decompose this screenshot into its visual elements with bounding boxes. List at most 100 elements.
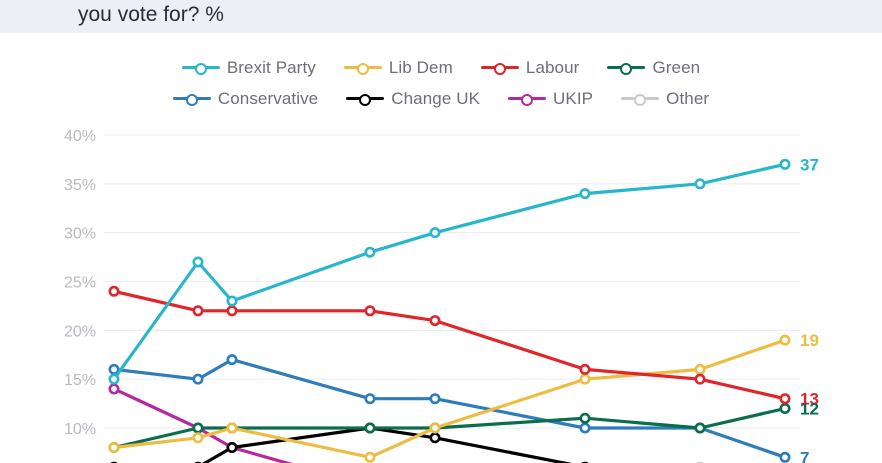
- series-conservative[interactable]: [108, 354, 791, 463]
- legend-dot-icon: [356, 62, 369, 75]
- data-point-marker[interactable]: [429, 422, 441, 434]
- line-chart-plot: 40% 35% 30% 25% 20% 15% 10% 37 19 13 12 7: [0, 118, 882, 463]
- legend-dot-icon: [194, 62, 207, 75]
- chart-header-band: If there were a general election tomorro…: [0, 0, 882, 33]
- y-axis-tick-label: 10%: [64, 421, 96, 438]
- data-point-marker[interactable]: [694, 363, 706, 375]
- legend-label: Labour: [525, 57, 580, 77]
- legend-marker-icon: [181, 61, 220, 75]
- legend-label: Green: [652, 57, 701, 77]
- data-point-marker[interactable]: [779, 158, 791, 170]
- data-point-marker[interactable]: [364, 393, 376, 405]
- legend-label: Conservative: [217, 88, 319, 108]
- data-point-marker[interactable]: [226, 295, 238, 307]
- series-line: [112, 406, 787, 450]
- legend-item-change-uk[interactable]: Change UK: [346, 89, 480, 109]
- series-end-value-label: 12: [800, 399, 819, 418]
- y-axis-tick-label: 30%: [64, 226, 96, 243]
- legend-marker-icon: [346, 92, 385, 106]
- data-point-marker[interactable]: [779, 334, 791, 346]
- data-point-marker[interactable]: [779, 402, 791, 414]
- data-point-marker[interactable]: [429, 315, 441, 327]
- chart-title: If there were a general election tomorro…: [78, 0, 868, 28]
- data-point-marker[interactable]: [694, 373, 706, 385]
- legend-item-conservative[interactable]: Conservative: [172, 88, 319, 109]
- y-axis-tick-label: 15%: [64, 372, 96, 389]
- data-point-marker[interactable]: [779, 451, 791, 463]
- legend-dot-icon: [634, 93, 647, 106]
- legend-label: Lib Dem: [388, 57, 453, 77]
- data-point-marker[interactable]: [108, 373, 120, 385]
- legend-marker-icon: [607, 61, 646, 75]
- data-point-marker[interactable]: [579, 363, 591, 375]
- legend-item-brexit-party[interactable]: Brexit Party: [181, 57, 316, 78]
- data-point-marker[interactable]: [364, 246, 376, 258]
- series-line: [112, 289, 787, 401]
- data-point-marker[interactable]: [579, 422, 591, 434]
- data-point-marker[interactable]: [226, 442, 238, 454]
- series-labour[interactable]: [108, 285, 791, 405]
- legend-marker-icon: [508, 92, 547, 106]
- series-end-value-label: 37: [800, 155, 819, 174]
- data-point-marker[interactable]: [192, 422, 204, 434]
- data-point-marker[interactable]: [192, 373, 204, 385]
- data-point-marker[interactable]: [192, 256, 204, 268]
- series-green[interactable]: [108, 402, 791, 454]
- legend-marker-icon: [480, 61, 519, 75]
- data-point-marker[interactable]: [192, 305, 204, 317]
- legend-label: Change UK: [391, 88, 481, 108]
- y-axis-tick-label: 25%: [64, 275, 96, 292]
- y-axis-tick-label: 35%: [64, 177, 96, 194]
- data-point-marker[interactable]: [192, 432, 204, 444]
- legend-dot-icon: [620, 62, 633, 75]
- data-point-marker[interactable]: [429, 393, 441, 405]
- data-point-marker[interactable]: [579, 373, 591, 385]
- data-point-marker[interactable]: [226, 354, 238, 366]
- legend-dot-icon: [493, 62, 506, 75]
- data-point-marker[interactable]: [779, 393, 791, 405]
- series-line: [112, 387, 293, 463]
- data-point-marker[interactable]: [364, 422, 376, 434]
- data-point-marker[interactable]: [108, 442, 120, 454]
- data-point-marker[interactable]: [364, 305, 376, 317]
- legend-row-1: Brexit Party Lib Dem Labour Green: [0, 52, 882, 83]
- data-point-marker[interactable]: [694, 178, 706, 190]
- series-line: [112, 358, 787, 459]
- data-point-marker[interactable]: [364, 451, 376, 463]
- legend-label: UKIP: [553, 88, 594, 108]
- legend-item-green[interactable]: Green: [607, 58, 700, 78]
- legend-marker-icon: [343, 61, 382, 75]
- data-point-marker[interactable]: [429, 432, 441, 444]
- legend-label: Brexit Party: [226, 57, 316, 77]
- series-brexit-party[interactable]: [108, 158, 791, 385]
- chart-legend: Brexit Party Lib Dem Labour Green Conser…: [0, 52, 882, 114]
- series-end-value-label: 19: [800, 331, 819, 350]
- series-line: [112, 162, 787, 381]
- y-axis-tick-label: 20%: [64, 323, 96, 340]
- legend-item-lib-dem[interactable]: Lib Dem: [343, 57, 453, 78]
- legend-item-other[interactable]: Other: [621, 89, 709, 109]
- data-point-marker[interactable]: [579, 412, 591, 424]
- chart-title-visible-line: you vote for? %: [78, 3, 224, 26]
- data-point-marker[interactable]: [226, 422, 238, 434]
- legend-item-labour[interactable]: Labour: [480, 57, 580, 78]
- data-point-marker[interactable]: [108, 363, 120, 375]
- series-line: [201, 426, 573, 463]
- data-point-marker[interactable]: [429, 227, 441, 239]
- series-line: [112, 338, 787, 459]
- series-change-uk[interactable]: [110, 422, 789, 463]
- legend-dot-icon: [185, 93, 198, 106]
- data-point-marker[interactable]: [226, 305, 238, 317]
- legend-dot-icon: [359, 93, 372, 106]
- data-point-marker[interactable]: [694, 422, 706, 434]
- y-axis-tick-label: 40%: [64, 128, 96, 145]
- data-point-marker[interactable]: [108, 285, 120, 297]
- legend-marker-icon: [172, 92, 211, 106]
- legend-item-ukip[interactable]: UKIP: [508, 89, 593, 109]
- series-group: [108, 158, 791, 463]
- data-point-marker[interactable]: [579, 188, 591, 200]
- series-lib-dem[interactable]: [108, 334, 791, 463]
- y-axis-tick-labels: 40% 35% 30% 25% 20% 15% 10%: [64, 128, 96, 438]
- data-point-marker[interactable]: [108, 383, 120, 395]
